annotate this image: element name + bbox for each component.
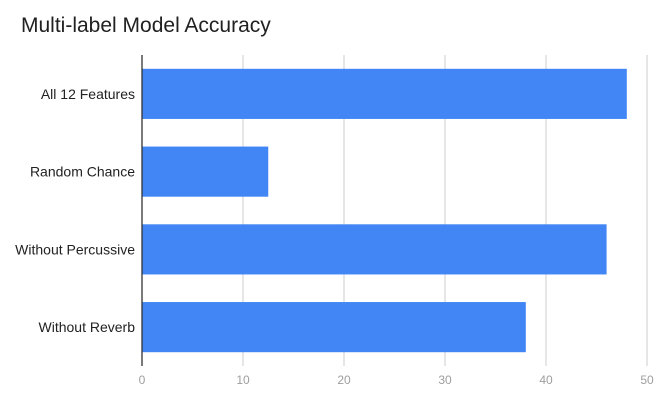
- x-tick-label: 50: [640, 373, 654, 387]
- category-label: All 12 Features: [41, 86, 135, 102]
- category-label: Without Reverb: [39, 319, 136, 335]
- x-tick-label: 40: [539, 373, 553, 387]
- x-tick-label: 20: [337, 373, 351, 387]
- chart-title: Multi-label Model Accuracy: [21, 14, 271, 37]
- category-label: Random Chance: [30, 164, 135, 180]
- bar-all-12-features: [142, 68, 627, 119]
- x-tick-label: 10: [236, 373, 250, 387]
- bar-without-percussive: [142, 224, 607, 275]
- x-tick-label: 30: [438, 373, 452, 387]
- bar-without-reverb: [142, 302, 526, 353]
- x-tick-label: 0: [139, 373, 146, 387]
- bar-random-chance: [142, 146, 269, 197]
- category-label: Without Percussive: [15, 241, 135, 257]
